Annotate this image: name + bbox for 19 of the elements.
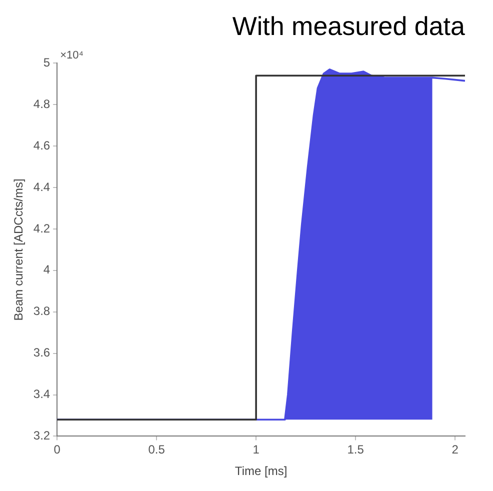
y-tick-label: 3.4 [33,387,50,402]
y-tick-label: 4.6 [33,138,50,152]
x-tick-label: 1 [252,442,260,457]
text: ×10⁴ [60,50,84,62]
y-tick-label: 4.4 [33,180,50,194]
y-tick-label: 3.6 [33,346,50,360]
y-tick-label: 5 [43,56,50,70]
x-axis-title: Time [ms] [234,464,288,478]
y-tick-label: 4 [43,262,50,277]
chart-title: With measured data [232,10,466,41]
x-tick-label: 0 [54,442,61,457]
y-axis-title: Beam current [ADCcts/ms] [12,178,26,321]
y-tick-label: 3.8 [33,304,50,318]
x-tick-label: 0.5 [148,442,166,457]
y-tick-label: 4.2 [33,221,50,236]
y-tick-label: 3.2 [33,428,50,443]
x-tick-label: 1.5 [347,442,364,457]
x-tick-label: 2 [452,442,459,457]
y-tick-label: 4.8 [33,96,50,111]
